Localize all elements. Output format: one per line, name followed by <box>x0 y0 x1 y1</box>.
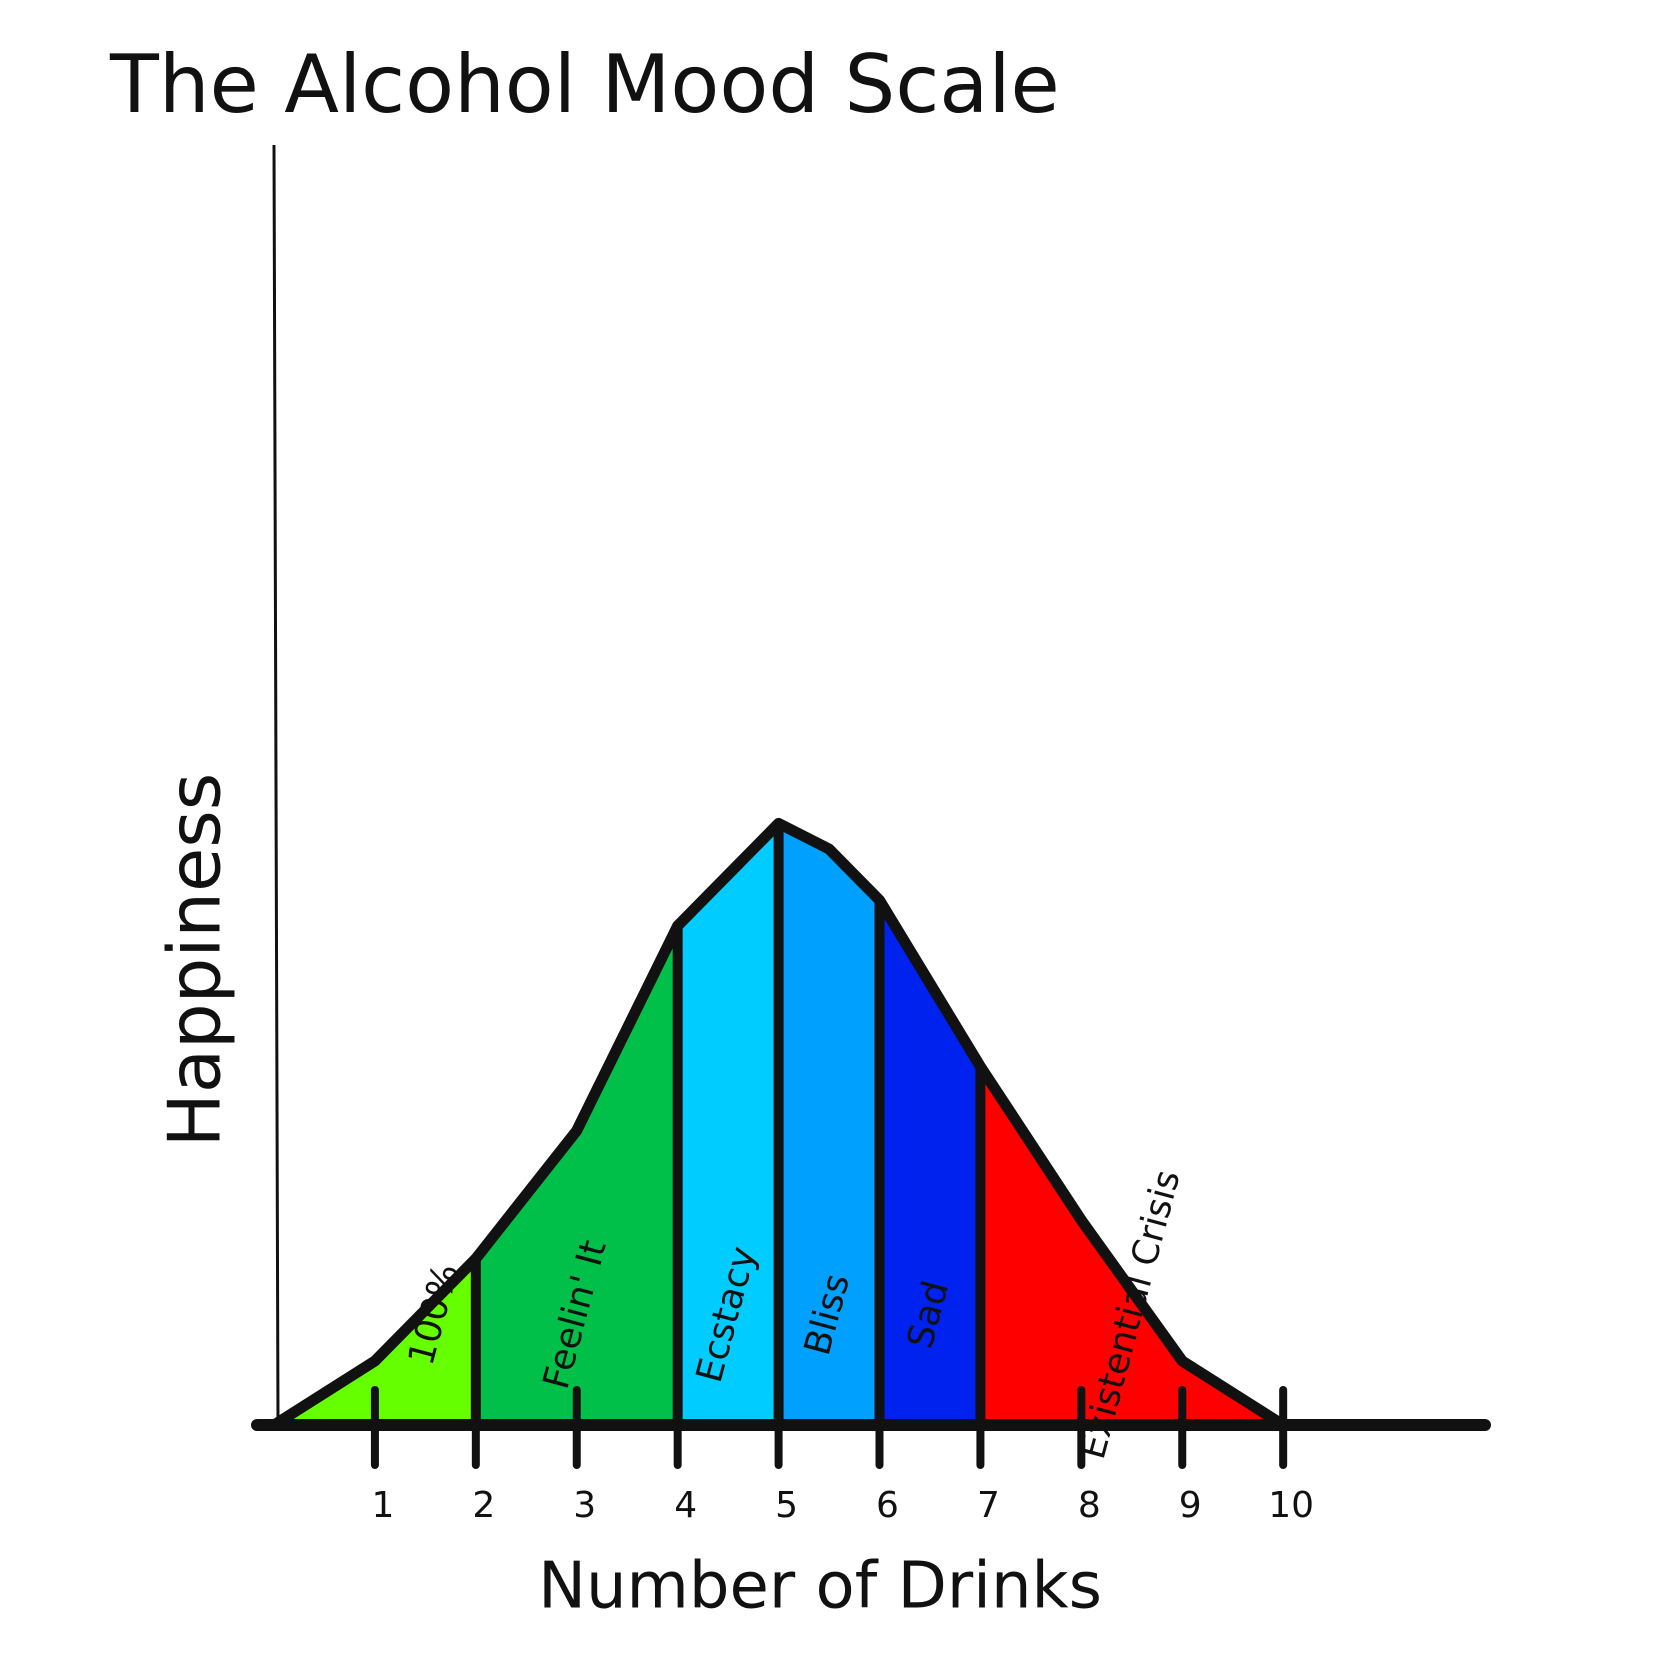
x-tick-label: 4 <box>674 1485 697 1526</box>
x-axis-label: Number of Drinks <box>538 1550 1102 1624</box>
x-tick-label: 3 <box>573 1485 596 1526</box>
x-tick-label: 2 <box>472 1485 495 1526</box>
x-tick-label: 1 <box>371 1485 394 1526</box>
mood-region <box>475 925 678 1425</box>
x-tick-label: 7 <box>977 1485 1000 1526</box>
x-tick-label: 9 <box>1179 1485 1202 1526</box>
x-tick-label: 8 <box>1078 1485 1101 1526</box>
y-axis-label: Happiness <box>153 773 237 1148</box>
x-tick-label: 5 <box>775 1485 798 1526</box>
mood-region <box>778 823 880 1425</box>
mood-region <box>274 1258 476 1425</box>
chart-title: The Alcohol Mood Scale <box>109 38 1060 131</box>
y-axis <box>272 144 280 1426</box>
happiness-curve <box>268 817 1289 1431</box>
x-tick-label: 10 <box>1268 1485 1314 1526</box>
mood-region <box>677 823 779 1425</box>
mood-region <box>980 1066 1284 1425</box>
x-tick-label: 6 <box>876 1485 899 1526</box>
